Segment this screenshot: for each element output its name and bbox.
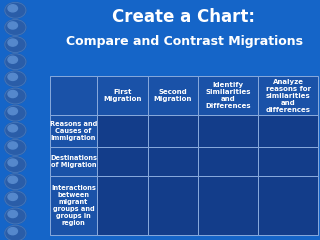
Circle shape [8,22,18,29]
Text: Analyze
reasons for
similarities
and
differences: Analyze reasons for similarities and dif… [266,78,311,113]
Bar [258,76,318,115]
Bar [97,115,148,147]
Bar [198,76,258,115]
Circle shape [5,88,26,104]
Bar [148,176,198,235]
Circle shape [5,139,26,155]
Text: First
Migration: First Migration [103,89,141,102]
Circle shape [5,208,26,224]
Bar [148,76,198,115]
Circle shape [5,37,26,53]
Text: Compare and Contrast Migrations: Compare and Contrast Migrations [66,35,302,48]
Circle shape [5,105,26,121]
Text: Create a Chart:: Create a Chart: [113,8,255,26]
Text: Interactions
between
migrant
groups and
groups in
region: Interactions between migrant groups and … [51,185,96,226]
Circle shape [8,56,18,63]
Circle shape [8,5,18,12]
Circle shape [5,157,26,173]
Circle shape [8,210,18,218]
Circle shape [8,90,18,98]
Bar [50,176,97,235]
Bar [50,115,97,147]
Bar [198,115,258,147]
Circle shape [5,54,26,70]
Circle shape [5,122,26,138]
Circle shape [8,176,18,183]
Bar [97,176,148,235]
Circle shape [8,228,18,235]
Circle shape [5,225,26,240]
Text: Second
Migration: Second Migration [154,89,192,102]
Circle shape [5,19,26,35]
Circle shape [5,191,26,207]
Bar [198,176,258,235]
Text: Destinations
of Migration: Destinations of Migration [50,155,97,168]
Bar [50,76,97,115]
Circle shape [8,193,18,200]
Bar [97,147,148,176]
Bar [148,115,198,147]
Circle shape [5,2,26,18]
Circle shape [8,39,18,46]
Circle shape [8,73,18,80]
Circle shape [8,142,18,149]
Bar [50,147,97,176]
Circle shape [8,125,18,132]
Bar [258,115,318,147]
Bar [258,147,318,176]
Circle shape [5,71,26,87]
Circle shape [8,159,18,166]
Bar [258,176,318,235]
Bar [148,147,198,176]
Bar [198,147,258,176]
Circle shape [5,174,26,190]
Circle shape [8,108,18,115]
Text: Identify
Similarities
and
Differences: Identify Similarities and Differences [205,82,251,109]
Bar [97,76,148,115]
Text: Reasons and
Causes of
Immigration: Reasons and Causes of Immigration [50,121,97,141]
